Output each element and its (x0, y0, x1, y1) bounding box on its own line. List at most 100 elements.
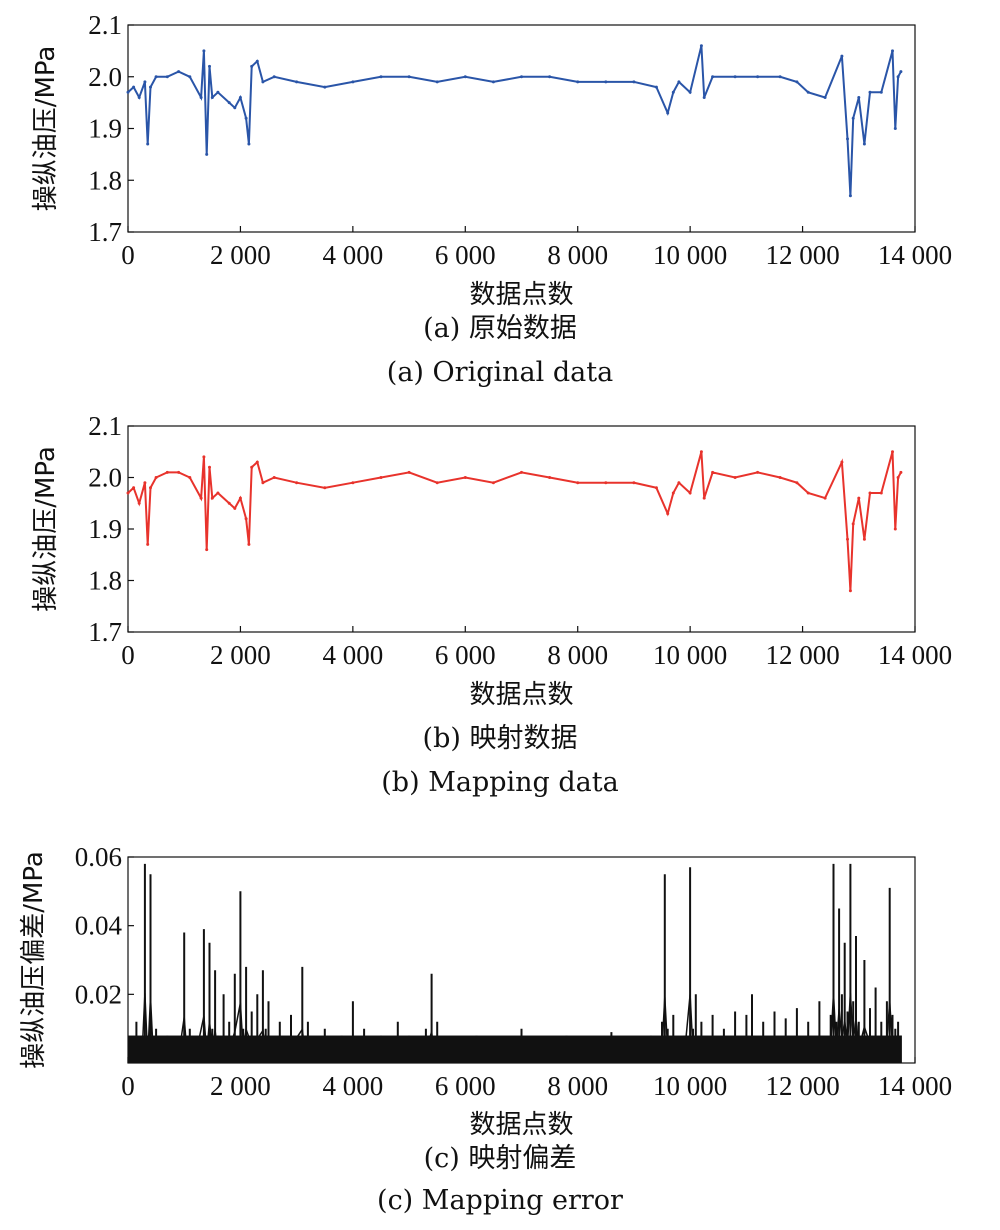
data-point (677, 80, 681, 84)
data-point (857, 96, 861, 99)
data-point (671, 90, 675, 94)
x-tick-label: 12 000 (765, 640, 839, 670)
chart-b-plot-area: 0 2 000 4 000 6 000 8 000 10 000 12 000 14 000 1… (31, 411, 952, 710)
data-point (702, 496, 706, 500)
y-tick-label: 0.04 (75, 911, 123, 941)
data-point (666, 512, 670, 516)
data-point (295, 481, 299, 485)
data-point (699, 450, 703, 454)
data-point (205, 152, 209, 156)
plot-frame (127, 24, 916, 233)
series-line (128, 45, 902, 196)
data-point (688, 491, 692, 495)
data-point (132, 85, 136, 89)
data-point (255, 59, 259, 63)
data-point (154, 476, 158, 479)
data-point (778, 476, 782, 479)
data-point (520, 470, 523, 474)
y-tick-label: 2.0 (88, 62, 122, 92)
plot-frame (127, 425, 916, 633)
x-tick-label: 6 000 (435, 240, 496, 270)
caption-a-en: (a) Original data (386, 357, 614, 388)
data-point (435, 481, 439, 485)
x-tick-label: 10 000 (653, 240, 727, 270)
x-tick-label: 14 000 (878, 240, 952, 270)
data-point (149, 85, 152, 89)
data-point (891, 49, 894, 53)
x-tick-label: 8 000 (547, 1071, 608, 1101)
data-point (208, 465, 211, 469)
y-tick-label: 1.7 (88, 217, 122, 247)
chart-a-plot-area: 0 2 000 4 000 6 000 8 000 10 000 12 000 14 000 1… (31, 10, 952, 310)
chart-b: 0 2 000 4 000 6 000 8 000 10 000 12 000 14 000 1… (31, 411, 952, 710)
x-tick-label: 14 000 (878, 1071, 952, 1101)
data-point (165, 75, 169, 79)
data-point (896, 75, 900, 79)
caption-a-cn: (a) 原始数据 (423, 313, 577, 344)
data-point (891, 450, 894, 454)
data-point (654, 486, 658, 490)
data-point (177, 70, 181, 74)
data-point (711, 75, 715, 79)
data-point (756, 75, 760, 79)
data-point (711, 470, 715, 474)
data-point (379, 75, 383, 79)
data-point (778, 75, 782, 79)
x-tick-label: 14 000 (878, 640, 952, 670)
x-tick-label: 4 000 (322, 1071, 383, 1101)
x-tick-label: 0 (121, 1071, 135, 1101)
data-point (261, 80, 265, 84)
data-point (463, 476, 467, 479)
x-tick-label: 6 000 (435, 640, 496, 670)
data-point (255, 460, 259, 464)
data-point (840, 54, 844, 58)
data-point (520, 75, 523, 79)
caption-c-cn: (c) 映射偏差 (423, 1143, 577, 1174)
data-point (604, 80, 608, 84)
data-point (699, 44, 703, 48)
y-tick-label: 1.8 (88, 165, 122, 195)
x-tick-label: 2 000 (210, 240, 271, 270)
y-tick-label: 2.1 (88, 411, 122, 441)
data-point (227, 501, 231, 505)
data-point (165, 470, 169, 474)
y-tick-label: 1.9 (88, 114, 122, 144)
chart-c: 0 2 000 4 000 6 000 8 000 10 000 12 000 14 000 0… (19, 842, 952, 1140)
data-point (435, 80, 439, 84)
y-tick-label: 0.02 (75, 979, 122, 1009)
x-axis-label: 数据点数 (469, 280, 573, 310)
data-point (702, 96, 706, 99)
x-tick-label: 12 000 (765, 1071, 839, 1101)
data-point (846, 537, 849, 541)
caption-c-en: (c) Mapping error (377, 1185, 623, 1216)
data-point (205, 548, 209, 552)
data-point (351, 80, 355, 84)
data-point (143, 80, 147, 84)
data-point (848, 589, 852, 593)
data-point (857, 496, 861, 500)
data-point (210, 96, 214, 99)
data-point (146, 142, 150, 146)
data-point (848, 194, 852, 198)
data-point (323, 486, 327, 490)
x-tick-label: 8 000 (547, 240, 608, 270)
data-point (379, 476, 383, 479)
data-point (250, 64, 254, 68)
data-point (233, 506, 237, 510)
series-noise-band (128, 1035, 901, 1063)
data-point (868, 90, 872, 94)
data-point (233, 106, 237, 110)
data-point (823, 496, 827, 500)
data-point (137, 96, 141, 99)
data-point (733, 476, 737, 479)
data-point (143, 481, 147, 485)
x-tick-label: 0 (121, 640, 135, 670)
x-tick-label: 4 000 (322, 640, 383, 670)
data-point (893, 127, 897, 130)
y-tick-label: 1.8 (88, 566, 122, 596)
data-point (250, 465, 254, 469)
x-tick-label: 8 000 (547, 640, 608, 670)
panel-b: 0 2 000 4 000 6 000 8 000 10 000 12 000 14 000 1… (0, 400, 1000, 720)
data-point (177, 470, 181, 474)
data-point (199, 96, 203, 99)
